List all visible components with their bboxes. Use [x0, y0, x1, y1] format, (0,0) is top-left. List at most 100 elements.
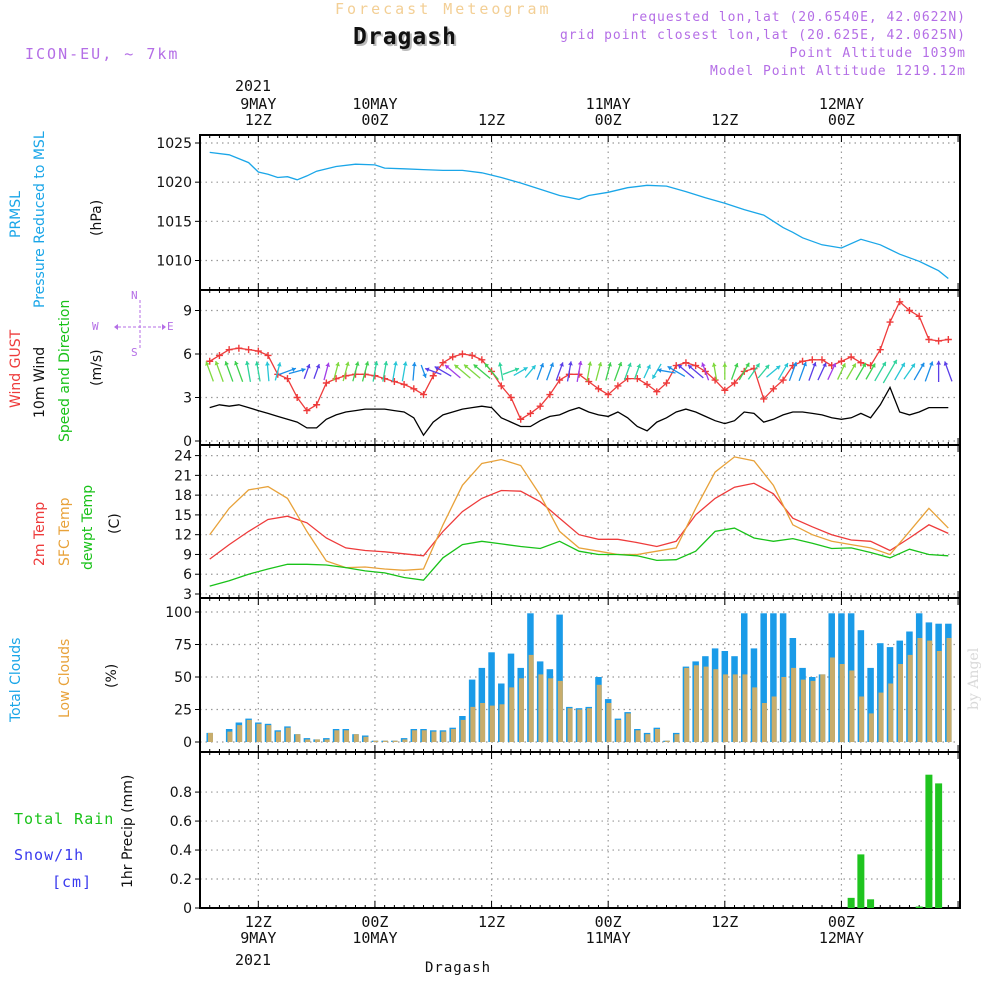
y-tick-label: 12 [174, 528, 192, 544]
y-tick-label: 0.8 [170, 785, 192, 801]
wind-arrow-head [473, 364, 479, 369]
low-cloud-bar [625, 713, 631, 742]
wind-arrow-head [892, 359, 897, 365]
time-label-line1: 00Z [361, 913, 389, 931]
gust-marker [614, 382, 622, 390]
gust-marker [721, 386, 729, 394]
y-tick-label: 1015 [156, 214, 192, 230]
wind-arrow-head [910, 363, 915, 369]
low-cloud-bar [791, 667, 797, 742]
low-cloud-bar [480, 703, 486, 742]
y-tick-label: 9 [183, 547, 192, 563]
wind-arrow-head [792, 362, 798, 367]
low-cloud-bar [227, 731, 233, 742]
low-cloud-bar [897, 664, 903, 742]
gust-marker [594, 385, 602, 393]
wind-arrow-head [422, 373, 427, 378]
wind-arrow-head [667, 366, 673, 371]
wind-arrow-head [722, 363, 728, 367]
gust-line [209, 300, 949, 421]
panel-temperature: 3 6 9 12 15 18 21 24 [174, 444, 961, 603]
low-cloud-bar [674, 734, 680, 742]
wind-arrow-head [822, 362, 827, 368]
time-label: 9MAY 12Z [228, 96, 288, 128]
low-cloud-bar [334, 730, 340, 742]
wind-arrow-head [234, 361, 239, 366]
gust-marker [215, 351, 223, 359]
gust-marker [313, 401, 321, 409]
wind-arrow-head [484, 363, 490, 368]
gust-marker [692, 362, 700, 370]
wind-arrow-head [559, 362, 564, 367]
wind-arrow-head [764, 364, 770, 370]
time-label: 10MAY 00Z [345, 96, 405, 128]
low-cloud-bar [839, 664, 845, 742]
panel-frame [199, 444, 961, 599]
wind-arrow-head [549, 362, 555, 367]
gust-marker [886, 318, 894, 326]
wind-arrow-head [464, 364, 469, 369]
y-tick-label: 6 [183, 347, 192, 363]
low-cloud-bar [664, 740, 670, 742]
gust-marker [682, 359, 690, 367]
gust-marker [245, 346, 253, 354]
time-label-line1: 00Z [594, 913, 622, 931]
low-cloud-bar [373, 740, 379, 742]
top-year-label: 2021 [234, 77, 272, 95]
wind-arrow-head [871, 363, 876, 368]
time-label: 12Z [695, 914, 755, 946]
wind-arrow [882, 359, 898, 384]
low-cloud-bar [392, 740, 398, 742]
low-cloud-bar [441, 731, 447, 742]
wind-arrow-head [364, 361, 370, 366]
wind-arrow-head [755, 363, 760, 368]
low-cloud-bar [237, 725, 243, 742]
low-cloud-bar [344, 730, 350, 742]
gust-marker [944, 336, 952, 343]
low-cloud-bar [538, 674, 544, 742]
wind-arrow-head [936, 360, 942, 365]
time-label-line2: 9MAY [240, 929, 277, 947]
total-cloud-bar [770, 613, 777, 742]
time-label-line2: 12Z [711, 111, 739, 129]
low-cloud-bar [470, 706, 476, 742]
gust-marker [643, 380, 651, 388]
wind-arrow-head [733, 363, 739, 368]
rain-bar [847, 897, 855, 908]
time-label: 00Z 12MAY [811, 914, 871, 946]
time-label-line2: 11MAY [585, 929, 631, 947]
gust-marker [711, 376, 719, 384]
low-cloud-bar [703, 666, 709, 742]
time-label: 12Z [462, 96, 522, 128]
wind-arrow-head [646, 364, 651, 370]
low-cloud-bar [567, 708, 573, 742]
wind-arrow-head [577, 360, 583, 366]
precip-snow-unit: [cm] [52, 873, 93, 891]
gust-marker [526, 409, 534, 417]
total-cloud-bar [488, 652, 495, 742]
gust-marker [458, 350, 466, 358]
wind-arrow-head [291, 367, 296, 372]
wind-arrow-head [841, 363, 846, 368]
low-cloud-bar [324, 739, 330, 742]
low-cloud-bar [732, 674, 738, 742]
rain-bar [867, 899, 875, 908]
y-tick-label: 100 [165, 605, 192, 621]
model-name: ICON-EU, ~ 7km [25, 45, 180, 63]
time-label-line2: 12Z [244, 111, 272, 129]
low-cloud-bar [810, 680, 816, 742]
closest-coords: grid point closest lon,lat (20.625E, 42.… [559, 28, 966, 43]
time-label-line1: 12MAY [818, 95, 864, 113]
panel-frame [199, 751, 961, 909]
low-cloud-bar [548, 678, 554, 742]
time-label-line1: 12Z [711, 913, 739, 931]
gust-marker [225, 346, 233, 354]
gust-marker [400, 380, 408, 388]
gust-marker [905, 307, 913, 314]
y-tick-label: 50 [174, 670, 192, 686]
gust-marker [896, 298, 904, 306]
low-cloud-bar [616, 719, 622, 742]
gust-marker [915, 312, 923, 320]
low-cloud-bar [693, 665, 699, 742]
low-cloud-bar [868, 713, 874, 742]
